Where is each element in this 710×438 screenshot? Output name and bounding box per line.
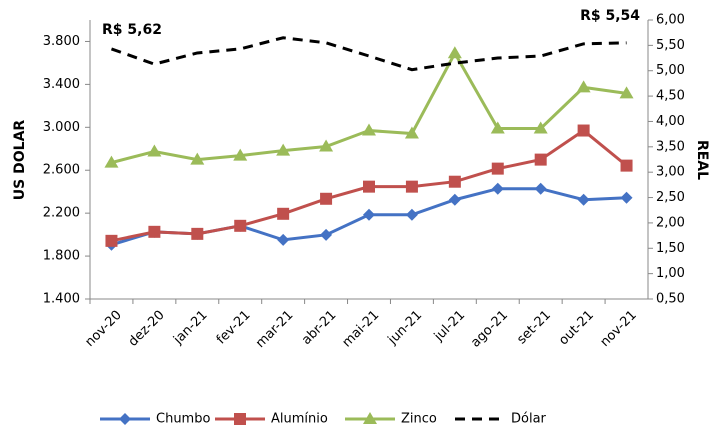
- marker: [491, 162, 504, 175]
- marker: [148, 225, 161, 238]
- x-tick-label: ago-21: [468, 308, 511, 351]
- marker: [576, 80, 591, 93]
- marker: [620, 191, 633, 204]
- y-tick-label: 3.400: [43, 77, 80, 92]
- marker: [363, 208, 375, 221]
- y-tick-label: 1.400: [43, 292, 80, 307]
- marker: [233, 148, 248, 161]
- marker: [619, 86, 634, 99]
- marker: [320, 192, 333, 205]
- legend-label: Chumbo: [156, 412, 210, 427]
- marker: [447, 46, 462, 59]
- marker: [190, 152, 205, 165]
- y2-tick-label: 6,00: [656, 13, 685, 28]
- annotation: R$ 5,54: [580, 8, 640, 24]
- annotation: R$ 5,62: [102, 22, 162, 38]
- x-tick-label: jan-21: [170, 308, 210, 348]
- x-tick-label: nov-20: [82, 308, 124, 350]
- legend-label: Alumínio: [271, 412, 328, 427]
- y2-tick-label: 1,50: [656, 241, 685, 256]
- marker: [119, 413, 131, 425]
- x-tick-label: jun-21: [385, 308, 426, 349]
- y-axis-label: US DOLAR: [12, 120, 28, 201]
- x-tick-label: mar-21: [253, 308, 296, 351]
- y2-tick-label: 1,00: [656, 266, 685, 281]
- marker: [234, 413, 246, 425]
- y2-tick-label: 5,00: [656, 63, 685, 78]
- x-tick-label: dez-20: [126, 308, 168, 350]
- marker: [363, 412, 377, 424]
- marker: [448, 175, 461, 188]
- marker: [404, 126, 419, 139]
- y-tick-label: 3.800: [43, 34, 80, 49]
- marker: [362, 123, 376, 136]
- x-tick-label: jul-21: [431, 308, 468, 345]
- marker: [448, 193, 461, 206]
- y2-tick-label: 3,00: [656, 165, 685, 180]
- marker: [276, 143, 291, 156]
- y-tick-label: 1.800: [43, 249, 80, 264]
- y-tick-label: 2.200: [43, 206, 80, 221]
- marker: [533, 121, 548, 134]
- series-line: [110, 36, 627, 72]
- marker: [191, 227, 204, 240]
- marker: [577, 193, 590, 206]
- marker: [104, 155, 119, 168]
- y2-tick-label: 3,50: [656, 139, 685, 154]
- x-tick-label: fev-21: [214, 308, 254, 348]
- y2-tick-label: 4,50: [656, 89, 685, 104]
- marker: [534, 153, 547, 166]
- x-tick-label: mai-21: [340, 308, 383, 351]
- y2-tick-label: 5,50: [656, 38, 685, 53]
- y2-axis-label: REAL: [694, 140, 710, 180]
- marker: [320, 228, 333, 241]
- marker: [490, 121, 505, 134]
- y-tick-label: 3.000: [43, 120, 80, 135]
- x-tick-label: abr-21: [299, 308, 339, 348]
- marker: [234, 219, 247, 232]
- marker: [534, 182, 547, 195]
- marker: [405, 208, 418, 221]
- marker: [319, 139, 334, 152]
- y2-tick-label: 0,50: [656, 292, 685, 307]
- legend-label: Dólar: [511, 412, 547, 427]
- marker: [405, 180, 418, 193]
- marker: [363, 180, 375, 193]
- marker: [105, 234, 118, 247]
- x-tick-label: set-21: [514, 308, 554, 348]
- marker: [577, 124, 590, 137]
- x-tick-label: nov-21: [598, 308, 640, 350]
- legend-label: Zinco: [401, 412, 437, 427]
- marker: [491, 182, 504, 195]
- y-tick-label: 2.600: [43, 163, 80, 178]
- marker: [620, 159, 633, 172]
- y2-tick-label: 4,00: [656, 114, 685, 129]
- x-tick-label: out-21: [556, 308, 597, 349]
- marker: [277, 207, 290, 220]
- marker: [277, 233, 290, 246]
- series-line: [111, 50, 627, 165]
- marker: [147, 144, 162, 157]
- y2-tick-label: 2,00: [656, 215, 685, 230]
- y2-tick-label: 2,50: [656, 190, 685, 205]
